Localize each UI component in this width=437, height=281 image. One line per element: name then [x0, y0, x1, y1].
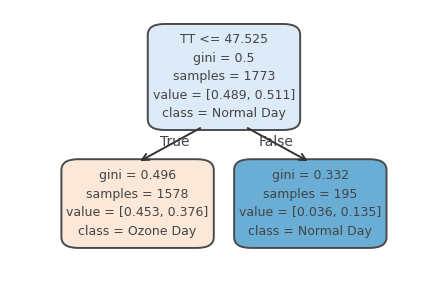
- FancyBboxPatch shape: [234, 159, 386, 248]
- Text: False: False: [259, 135, 294, 149]
- Text: gini = 0.332
samples = 195
value = [0.036, 0.135]
class = Normal Day: gini = 0.332 samples = 195 value = [0.03…: [239, 169, 382, 238]
- Text: TT <= 47.525
gini = 0.5
samples = 1773
value = [0.489, 0.511]
class = Normal Day: TT <= 47.525 gini = 0.5 samples = 1773 v…: [153, 33, 295, 121]
- FancyBboxPatch shape: [148, 24, 300, 130]
- Text: True: True: [160, 135, 189, 149]
- Text: gini = 0.496
samples = 1578
value = [0.453, 0.376]
class = Ozone Day: gini = 0.496 samples = 1578 value = [0.4…: [66, 169, 209, 238]
- FancyBboxPatch shape: [61, 159, 214, 248]
